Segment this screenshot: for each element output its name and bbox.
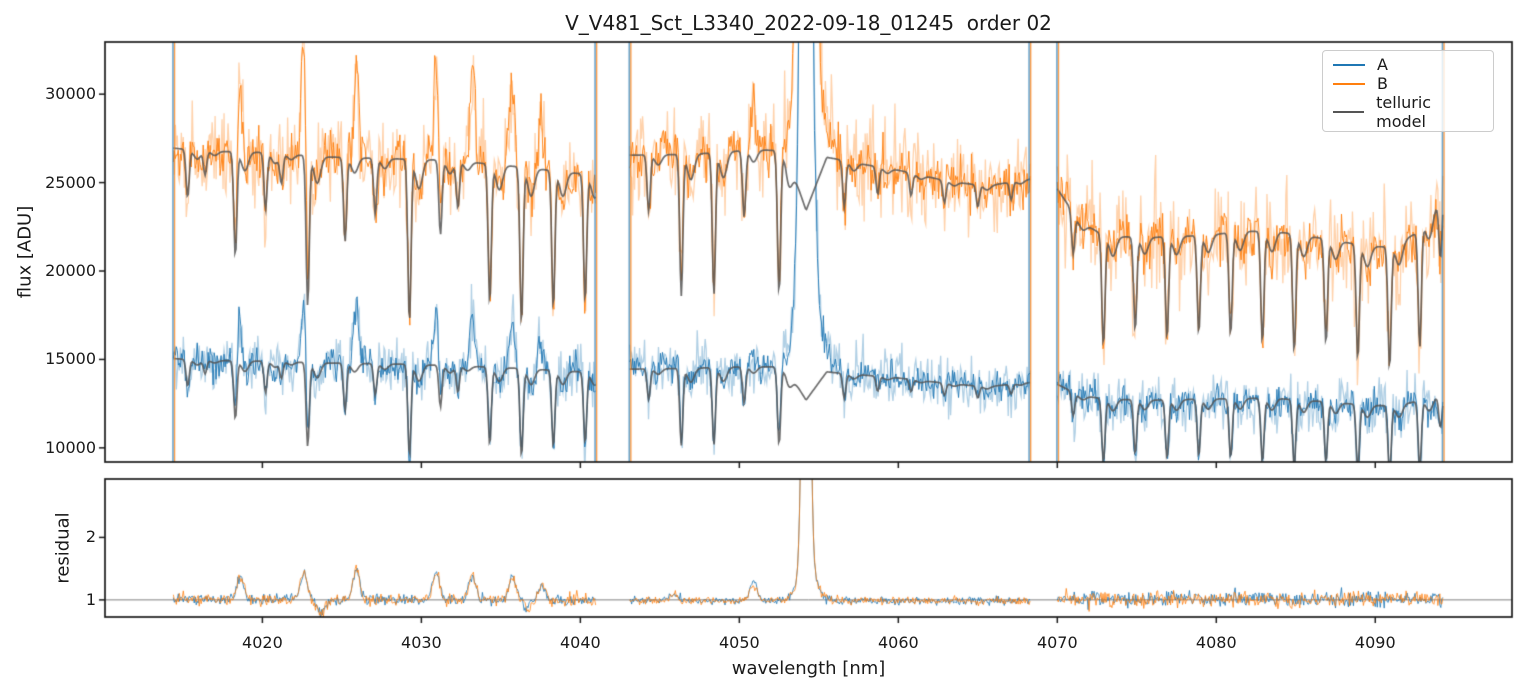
flux-y-tick-label: 25000 — [45, 172, 96, 192]
flux-axis-label: flux [ADU] — [14, 205, 36, 299]
residual-y-tick-label: 1 — [85, 589, 96, 609]
series-b-swatch-icon — [1333, 82, 1365, 85]
telluric-model-swatch-icon — [1333, 111, 1365, 113]
residual-axis-label: residual — [52, 512, 74, 584]
legend-label-a: A — [1377, 55, 1388, 74]
x-tick-label: 4040 — [559, 633, 601, 652]
legend-label-telluric: telluric model — [1376, 93, 1432, 131]
x-tick-label: 4090 — [1354, 633, 1396, 652]
legend: A B telluric model — [1322, 50, 1494, 132]
legend-item-b: B — [1333, 74, 1483, 93]
legend-item-a: A — [1333, 55, 1483, 74]
flux-y-tick-label: 30000 — [45, 84, 96, 104]
series-a-swatch-icon — [1333, 63, 1365, 66]
flux-y-tick-label: 15000 — [45, 349, 96, 369]
flux-y-tick-label: 10000 — [45, 437, 96, 457]
x-tick-label: 4060 — [877, 633, 919, 652]
x-tick-label: 4020 — [242, 633, 283, 652]
x-tick-label: 4050 — [718, 633, 760, 652]
x-axis-label: wavelength [nm] — [731, 658, 886, 679]
x-tick-label: 4070 — [1036, 633, 1078, 652]
legend-item-telluric: telluric model — [1333, 93, 1483, 131]
flux-y-tick-label: 20000 — [45, 261, 96, 280]
x-tick-label: 4080 — [1195, 633, 1237, 652]
residual-y-tick-label: 2 — [85, 527, 96, 547]
chart-title: V_V481_Sct_L3340_2022-09-18_01245 order … — [565, 11, 1052, 35]
x-tick-label: 4030 — [401, 633, 442, 652]
legend-label-b: B — [1377, 74, 1388, 93]
